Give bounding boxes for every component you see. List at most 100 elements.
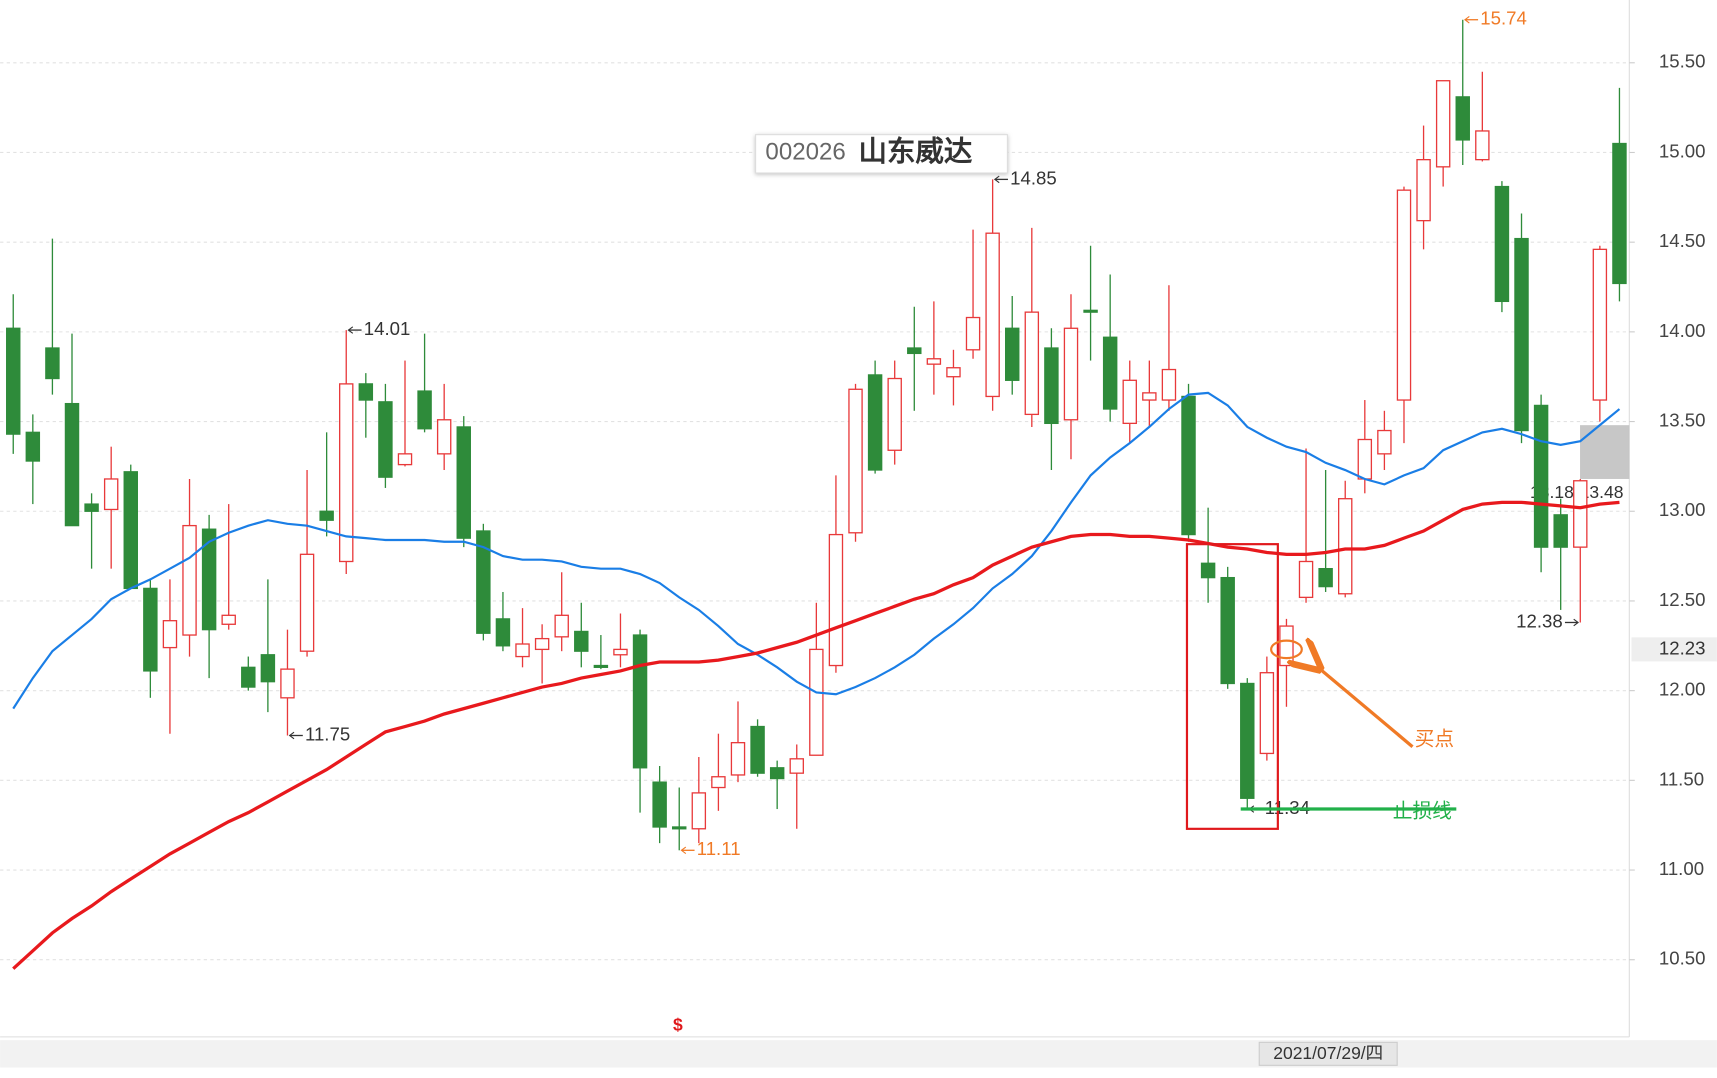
candle-body	[711, 776, 726, 789]
ma-line	[12, 500, 1620, 970]
candle-body	[143, 587, 158, 672]
candle-body	[907, 347, 922, 355]
stock-name: 山东威达	[859, 135, 973, 168]
candle-body	[201, 528, 217, 631]
y-tick-label: 14.50	[1659, 230, 1706, 251]
candle-body	[926, 358, 942, 365]
candle-body	[456, 426, 471, 539]
y-tick-label: 11.00	[1659, 858, 1704, 879]
candle-body	[887, 377, 902, 451]
buy-point	[1270, 639, 1303, 660]
candle-body	[1357, 438, 1373, 480]
candle-body	[339, 383, 354, 563]
candle-body	[1533, 404, 1549, 548]
candle-body	[554, 614, 569, 638]
candle-body	[1024, 311, 1040, 416]
candle-body	[319, 510, 334, 521]
candle-body	[691, 792, 707, 830]
extreme-label: 14.85	[1010, 167, 1057, 188]
candle-body	[946, 367, 961, 378]
candle-body	[84, 503, 99, 512]
candle-body	[64, 402, 80, 527]
title-box: 002026 山东威达	[755, 134, 1008, 174]
ma-line	[12, 391, 1621, 710]
candle-body	[534, 637, 550, 651]
extreme-label: 11.11	[697, 838, 741, 859]
y-tick-label: 13.00	[1659, 499, 1706, 520]
candle-body	[476, 530, 491, 634]
candle-body	[1553, 514, 1568, 548]
candle-body	[1396, 189, 1412, 401]
candle-body	[515, 643, 530, 658]
stop-label: 止损线	[1393, 801, 1452, 823]
candle-body	[730, 742, 746, 776]
candle-body	[632, 634, 648, 769]
candle-body	[1102, 336, 1118, 410]
candle-body	[593, 664, 609, 668]
annotation-arrow	[1464, 16, 1470, 24]
extreme-label: 14.01	[364, 318, 411, 339]
extreme-label: 12.38	[1516, 610, 1563, 631]
candle-body	[241, 666, 256, 688]
candle-body	[1318, 568, 1333, 588]
candle-body	[1220, 576, 1235, 685]
candle-body	[1455, 96, 1470, 141]
candle-body	[848, 388, 863, 534]
marker-text: $	[673, 1015, 683, 1035]
date-box	[1258, 1041, 1398, 1066]
y-tick-label: 14.00	[1659, 320, 1706, 341]
candle-body	[436, 419, 452, 455]
candle-body	[260, 654, 276, 683]
time-bar	[0, 1040, 1717, 1068]
candle-body	[828, 533, 844, 667]
candle-body	[1416, 158, 1431, 222]
candle-body	[1514, 237, 1529, 432]
candle-body	[1005, 327, 1020, 381]
candle-body	[45, 347, 60, 380]
candle-body	[495, 618, 511, 647]
candle-body	[162, 620, 178, 649]
highlight-box	[1185, 543, 1279, 830]
annotation-arrow	[993, 175, 1000, 184]
crosshair-date: 2021/07/29/四	[1273, 1043, 1383, 1063]
extreme-label: 15.74	[1480, 8, 1527, 29]
candle-body	[1122, 379, 1137, 425]
y-tick-label: 12.50	[1659, 589, 1706, 610]
candle-body	[672, 826, 687, 830]
plot: 10.50 11.00 11.50 12.00 12.50 13.00 13.50 14.00…	[0, 8, 1706, 970]
candle-body	[985, 232, 1000, 398]
candle-body	[789, 758, 804, 774]
candle-body	[1377, 429, 1392, 455]
candle-body	[1298, 560, 1314, 599]
candle-body	[1279, 625, 1294, 667]
annotation-arrow	[347, 326, 354, 334]
y-tick-label: 10.50	[1659, 948, 1706, 969]
y-tick-label: 13.50	[1659, 409, 1706, 430]
title-bg	[755, 134, 1008, 174]
annotation-arrow	[288, 731, 295, 740]
y-tick-label: 15.50	[1659, 51, 1706, 72]
buy-arrow	[1317, 667, 1414, 748]
candle-body	[1573, 480, 1588, 548]
candle-body	[1337, 498, 1353, 595]
candle-body	[613, 648, 628, 656]
y-tick-label: 12.00	[1659, 679, 1706, 700]
candle-body	[25, 431, 41, 462]
candle-body	[417, 390, 432, 430]
annotation-arrow	[680, 846, 687, 855]
candle-body	[1044, 347, 1059, 425]
candle-body	[1161, 368, 1177, 401]
candle-body	[182, 524, 197, 636]
candle-body	[1240, 682, 1255, 799]
y-tick-label: 15.00	[1659, 140, 1706, 161]
candle-body	[6, 327, 21, 435]
candle-body	[397, 453, 413, 466]
candle-body	[1142, 392, 1157, 401]
y-tick-label: 11.50	[1659, 768, 1704, 789]
candle-body	[280, 668, 295, 699]
candle-body	[378, 401, 393, 478]
candle-body	[750, 725, 765, 774]
candle-body	[1435, 80, 1451, 168]
candle-body	[1181, 395, 1196, 536]
candle-body	[1494, 185, 1510, 303]
